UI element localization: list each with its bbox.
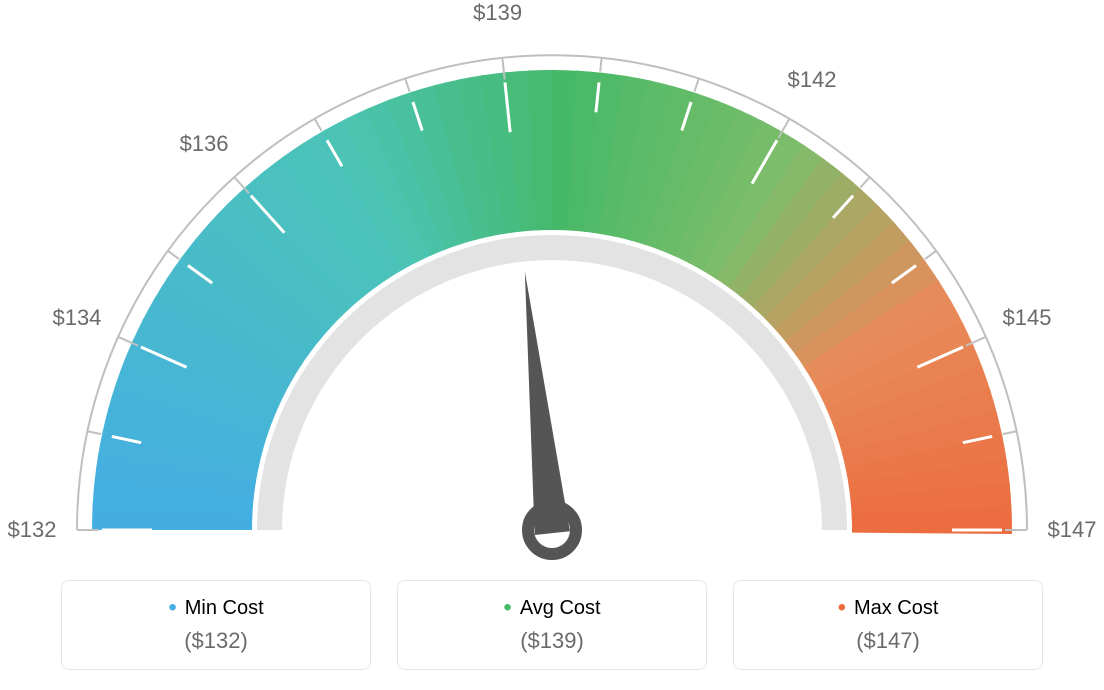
gauge-tick-label: $132	[8, 517, 57, 543]
dot-icon: •	[838, 601, 846, 615]
legend-title-min: • Min Cost	[168, 597, 263, 620]
legend-card-max: • Max Cost ($147)	[733, 580, 1043, 670]
legend-value-avg: ($139)	[520, 628, 584, 654]
dot-icon: •	[168, 601, 176, 615]
dot-icon: •	[503, 601, 511, 615]
gauge-tick-label: $134	[52, 305, 101, 331]
gauge-svg	[0, 0, 1104, 560]
gauge-tick-label: $142	[788, 67, 837, 93]
legend-row: • Min Cost ($132) • Avg Cost ($139) • Ma…	[61, 580, 1043, 670]
gauge-chart: $132 $134 $136 $139 $142 $145 $147	[0, 0, 1104, 560]
gauge-tick-label: $139	[473, 0, 522, 26]
legend-title-max: • Max Cost	[838, 597, 939, 620]
legend-label: Max Cost	[854, 597, 938, 620]
legend-label: Avg Cost	[520, 597, 601, 620]
gauge-tick-label: $145	[1003, 305, 1052, 331]
legend-card-avg: • Avg Cost ($139)	[397, 580, 707, 670]
gauge-tick-label: $136	[180, 131, 229, 157]
legend-value-min: ($132)	[184, 628, 248, 654]
legend-card-min: • Min Cost ($132)	[61, 580, 371, 670]
legend-label: Min Cost	[185, 597, 264, 620]
legend-value-max: ($147)	[856, 628, 920, 654]
gauge-tick-label: $147	[1048, 517, 1097, 543]
legend-title-avg: • Avg Cost	[503, 597, 600, 620]
